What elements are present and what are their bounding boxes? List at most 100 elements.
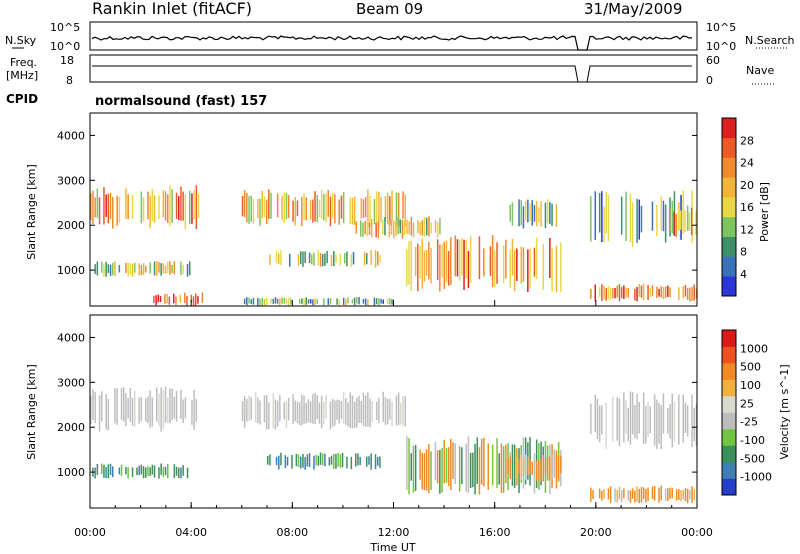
power-echo-column	[535, 237, 538, 279]
velocity-echo-column	[129, 388, 132, 422]
nsky-tick-bottom: 10^0	[50, 40, 80, 53]
power-echo-column	[399, 219, 402, 234]
velocity-colorbar-tick-label: -1000	[740, 471, 772, 484]
power-echo-column	[458, 239, 461, 281]
power-echo-column	[467, 251, 470, 289]
velocity-echo-column	[138, 397, 140, 424]
power-echo-column	[168, 296, 171, 305]
nsky-trace	[91, 35, 693, 51]
velocity-echo-column	[296, 401, 299, 424]
power-echo-column	[668, 208, 671, 231]
velocity-echo-column	[671, 393, 673, 448]
velocity-echo-column	[594, 394, 596, 433]
velocity-echo-column	[544, 458, 547, 474]
power-echo-column	[391, 299, 393, 305]
power-echo-column	[520, 200, 522, 226]
power-echo-column	[360, 220, 362, 237]
power-echo-column	[373, 199, 376, 225]
power-echo-column	[301, 196, 303, 227]
cpid-text: normalsound (fast) 157	[95, 94, 267, 109]
power-echo-column	[265, 199, 268, 225]
velocity-echo-column	[140, 464, 143, 475]
velocity-echo-column	[175, 391, 178, 422]
power-echo-column	[682, 190, 684, 234]
power-echo-column	[274, 297, 277, 304]
power-echo-column	[169, 261, 171, 275]
velocity-echo-column	[175, 466, 178, 476]
velocity-echo-column	[647, 487, 649, 501]
power-echo-column	[664, 286, 667, 298]
power-echo-column	[248, 297, 250, 304]
velocity-echo-column	[669, 404, 671, 439]
power-echo-column	[364, 298, 367, 306]
power-echo-column	[316, 299, 318, 304]
power-echo-column	[356, 297, 358, 304]
power-echo-column	[125, 262, 127, 274]
power-echo-column	[393, 220, 395, 239]
velocity-echo-column	[598, 488, 601, 499]
velocity-echo-column	[368, 456, 370, 465]
power-echo-column	[555, 204, 558, 227]
velocity-echo-column	[419, 449, 421, 480]
velocity-colorbar-tick-label: -100	[740, 434, 765, 447]
power-echo-column	[363, 251, 366, 266]
power-echo-column	[142, 263, 145, 275]
power-echo-column	[112, 262, 114, 276]
velocity-echo-column	[555, 454, 558, 479]
velocity-echo-column	[691, 394, 693, 447]
power-echo-column	[627, 288, 629, 298]
freq-tick-bottom: 8	[66, 74, 73, 87]
power-echo-column	[524, 200, 527, 221]
power-echo-column	[338, 199, 340, 225]
velocity-colorbar-frame	[721, 329, 737, 496]
velocity-echo-column	[371, 401, 373, 423]
power-echo-column	[389, 196, 391, 226]
power-echo-column	[380, 298, 382, 304]
velocity-echo-column	[533, 453, 536, 494]
power-echo-column	[316, 195, 318, 223]
velocity-echo-column	[402, 396, 404, 426]
power-echo-column	[317, 250, 320, 266]
power-colorbar-swatch	[722, 157, 736, 178]
velocity-echo-column	[410, 453, 412, 481]
velocity-echo-column	[142, 466, 145, 479]
power-echo-column	[339, 253, 342, 266]
velocity-echo-column	[395, 395, 398, 426]
power-colorbar-tick-label: 28	[740, 134, 754, 147]
velocity-echo-column	[386, 398, 389, 425]
nsearch-tick-top: 10^5	[706, 21, 736, 34]
velocity-echo-column	[454, 443, 456, 484]
power-echo-column	[677, 209, 680, 231]
freq-line	[92, 65, 692, 83]
power-echo-column	[105, 261, 107, 277]
power-echo-column	[195, 185, 198, 229]
power-echo-column	[107, 193, 110, 224]
velocity-echo-column	[590, 487, 592, 502]
velocity-echo-column	[618, 486, 621, 500]
xtick-label: 04:00	[175, 526, 207, 539]
velocity-echo-column	[180, 389, 182, 419]
power-echo-column	[153, 195, 156, 223]
nsearch-label: N.Search	[745, 34, 795, 47]
velocity-echo-column	[542, 455, 544, 481]
velocity-echo-column	[303, 395, 305, 424]
velocity-echo-column	[616, 397, 618, 441]
power-echo-column	[138, 263, 140, 276]
velocity-echo-column	[308, 453, 311, 468]
power-echo-column	[620, 287, 623, 299]
power-echo-column	[686, 205, 689, 231]
velocity-colorbar-label: Velocity [m s^-1]	[778, 364, 791, 459]
power-echo-column	[529, 248, 531, 289]
power-echo-column	[338, 299, 340, 306]
velocity-echo-column	[153, 465, 156, 478]
power-panel: 1000 2000 3000 4000 Slant Range [km] 28 24 20…	[25, 112, 771, 307]
power-echo-column	[171, 189, 173, 223]
power-echo-column	[323, 194, 325, 221]
velocity-echo-column	[467, 436, 470, 494]
velocity-echo-column	[647, 402, 649, 437]
power-echo-column	[402, 191, 404, 219]
power-echo-column	[314, 191, 316, 222]
velocity-echo-column	[116, 388, 118, 425]
power-echo-column	[594, 191, 596, 240]
velocity-echo-column	[675, 489, 678, 501]
